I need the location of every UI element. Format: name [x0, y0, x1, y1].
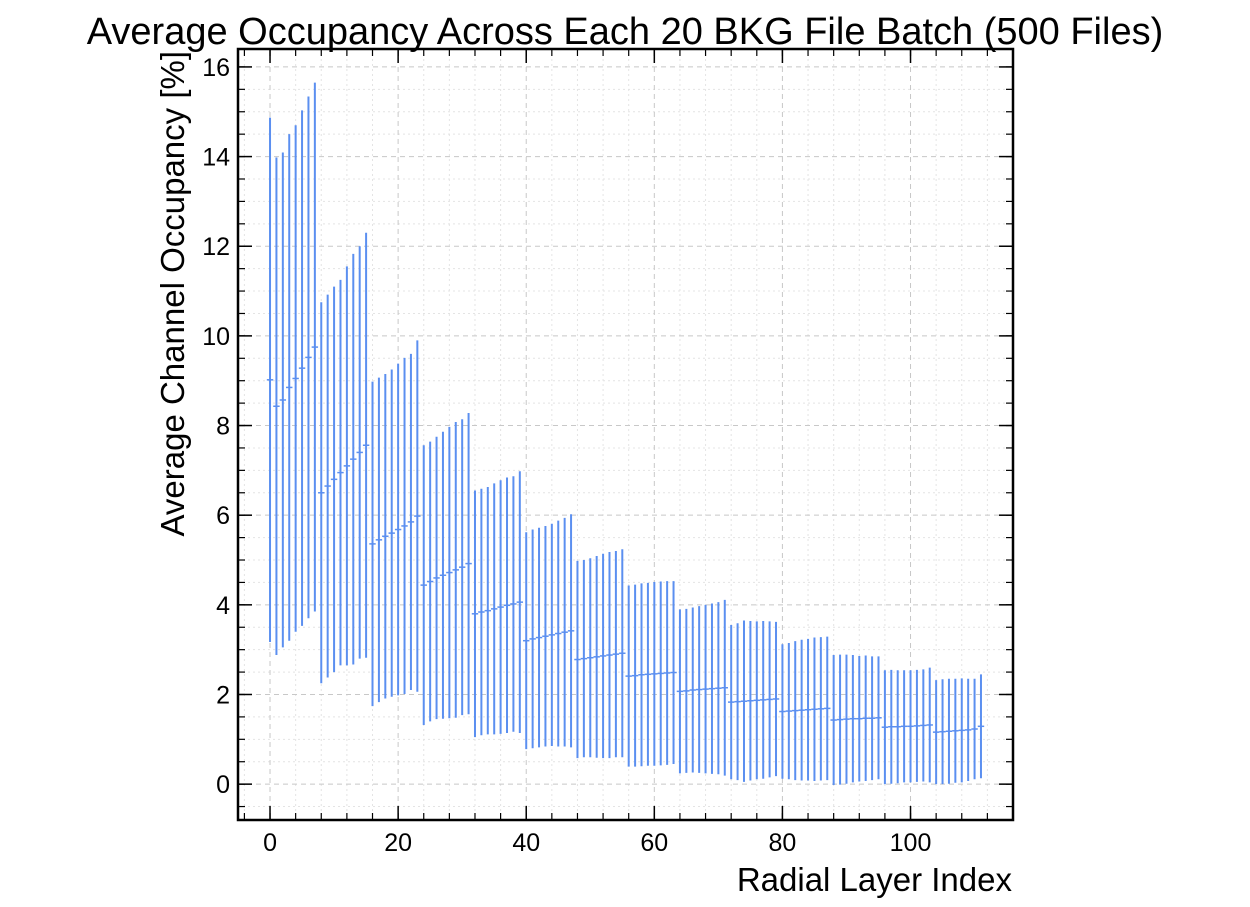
x-tick-label: 20 [384, 829, 412, 857]
x-tick-label: 0 [263, 829, 277, 857]
x-tick-label: 60 [640, 829, 668, 857]
y-tick-label: 6 [216, 502, 230, 530]
tick-labels: 0 20 40 60 80 100 0 2 4 6 8 10 12 14 16 [202, 54, 931, 857]
y-axis-label: Average Channel Occupancy [%] [154, 51, 191, 537]
y-tick-label: 14 [202, 144, 230, 172]
y-tick-label: 8 [216, 413, 230, 441]
y-tick-label: 2 [216, 681, 230, 709]
grid [238, 49, 1014, 820]
y-tick-label: 10 [202, 323, 230, 351]
plot-frame [236, 47, 1015, 822]
y-tick-label: 12 [202, 233, 230, 261]
chart-title: Average Occupancy Across Each 20 BKG Fil… [87, 11, 1163, 53]
x-tick-label: 80 [769, 829, 797, 857]
data-series [266, 82, 985, 786]
x-tick-label: 40 [512, 829, 540, 857]
x-axis-label: Radial Layer Index [737, 861, 1013, 898]
y-tick-label: 16 [202, 54, 230, 82]
y-tick-label: 0 [216, 771, 230, 799]
y-tick-label: 4 [216, 592, 230, 620]
x-tick-label: 100 [890, 829, 932, 857]
